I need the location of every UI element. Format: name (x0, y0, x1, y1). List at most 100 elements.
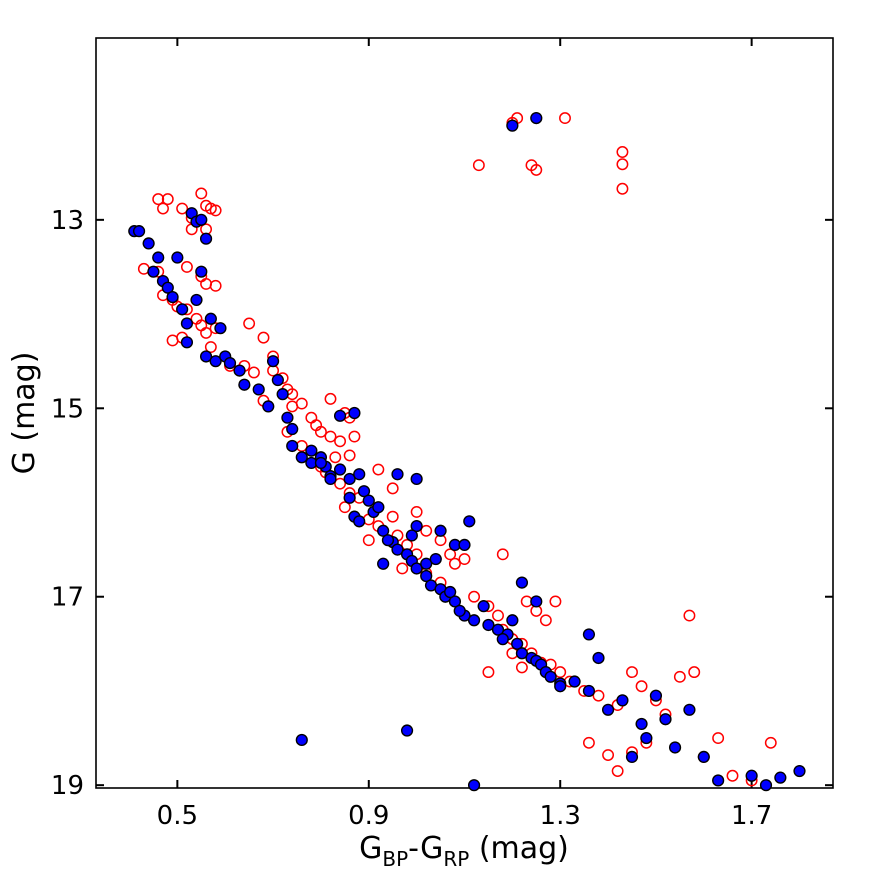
open-point (200, 277, 213, 290)
open-point (386, 482, 399, 495)
y-tick-label: 13 (51, 206, 84, 236)
filled-point (223, 356, 237, 370)
y-tick-label: 15 (51, 394, 84, 424)
filled-point (377, 524, 390, 537)
x-tick-label: 0.9 (348, 801, 389, 831)
open-point (243, 317, 256, 330)
open-point (448, 557, 461, 570)
filled-point (568, 675, 581, 688)
x-tick-label: 1.3 (540, 801, 581, 831)
open-point (180, 261, 193, 273)
filled-point (616, 694, 629, 707)
open-point (161, 193, 174, 206)
filled-point (276, 388, 289, 401)
filled-point (195, 213, 208, 226)
open-point (305, 411, 318, 424)
y-tick-label: 17 (51, 583, 84, 613)
open-series-points (137, 112, 777, 787)
filled-point (353, 468, 366, 481)
open-point (152, 193, 165, 206)
open-point (444, 548, 457, 561)
filled-point (271, 373, 284, 387)
filled-point (204, 312, 217, 325)
open-point (386, 510, 399, 523)
filled-point (400, 724, 414, 737)
filled-point (530, 595, 543, 608)
y-axis-label: G (mag) (7, 352, 42, 475)
filled-point (281, 411, 294, 424)
filled-point (195, 265, 208, 278)
open-point (764, 736, 777, 749)
open-point (616, 182, 629, 195)
filled-point (357, 485, 371, 498)
y-ticks: 13 15 17 19 (51, 206, 833, 801)
filled-point (774, 771, 787, 784)
filled-point (410, 472, 423, 486)
filled-point (793, 764, 806, 778)
filled-point (429, 552, 442, 566)
filled-point (420, 557, 433, 570)
filled-point (444, 585, 457, 599)
open-point (726, 769, 739, 782)
open-point (554, 666, 567, 679)
open-point (410, 505, 423, 518)
open-point (334, 477, 347, 490)
filled-point (649, 689, 663, 702)
filled-point (592, 651, 605, 665)
filled-point (295, 733, 308, 747)
filled-point (458, 538, 471, 552)
open-point (372, 463, 385, 476)
open-point (496, 548, 509, 561)
filled-point (377, 557, 390, 570)
open-point (458, 553, 471, 565)
filled-point (405, 529, 418, 542)
open-point (200, 326, 213, 339)
filled-point (266, 355, 280, 368)
filled-point (434, 524, 447, 537)
open-point (209, 279, 222, 292)
filled-point (262, 400, 275, 413)
open-point (157, 202, 169, 215)
filled-point (410, 562, 423, 575)
filled-point (252, 383, 265, 396)
filled-point (625, 750, 639, 764)
open-point (712, 732, 725, 745)
filled-point (333, 463, 347, 476)
open-point (324, 392, 337, 405)
filled-point (166, 291, 179, 304)
filled-point (640, 731, 653, 745)
open-point (683, 609, 696, 622)
open-point (482, 666, 495, 679)
y-tick-label: 19 (51, 771, 84, 801)
filled-point (199, 350, 213, 363)
filled-point (132, 225, 146, 238)
filled-point (601, 703, 615, 716)
filled-point (286, 439, 299, 453)
filled-point (348, 406, 361, 420)
open-point (343, 449, 356, 462)
filled-point (482, 618, 495, 632)
x-axis-label-mid: -G (408, 831, 443, 866)
open-point (166, 334, 179, 347)
filled-point (152, 251, 165, 264)
open-point (592, 689, 605, 702)
filled-point (343, 491, 356, 504)
open-point (295, 397, 308, 410)
filled-point (544, 670, 557, 683)
filled-point (180, 336, 194, 349)
filled-point (668, 741, 682, 754)
x-ticks: 0.5 0.9 1.3 1.7 (157, 38, 772, 831)
filled-point (491, 623, 505, 636)
open-point (324, 430, 337, 443)
filled-point (199, 232, 213, 245)
filled-point (314, 456, 328, 470)
filled-point (515, 647, 529, 660)
open-point (626, 666, 638, 679)
filled-point (530, 111, 543, 125)
open-point (616, 146, 629, 158)
open-point (468, 590, 481, 603)
filled-point (635, 717, 648, 731)
filled-point (467, 614, 481, 627)
filled-point (209, 355, 222, 368)
open-point (539, 614, 552, 627)
